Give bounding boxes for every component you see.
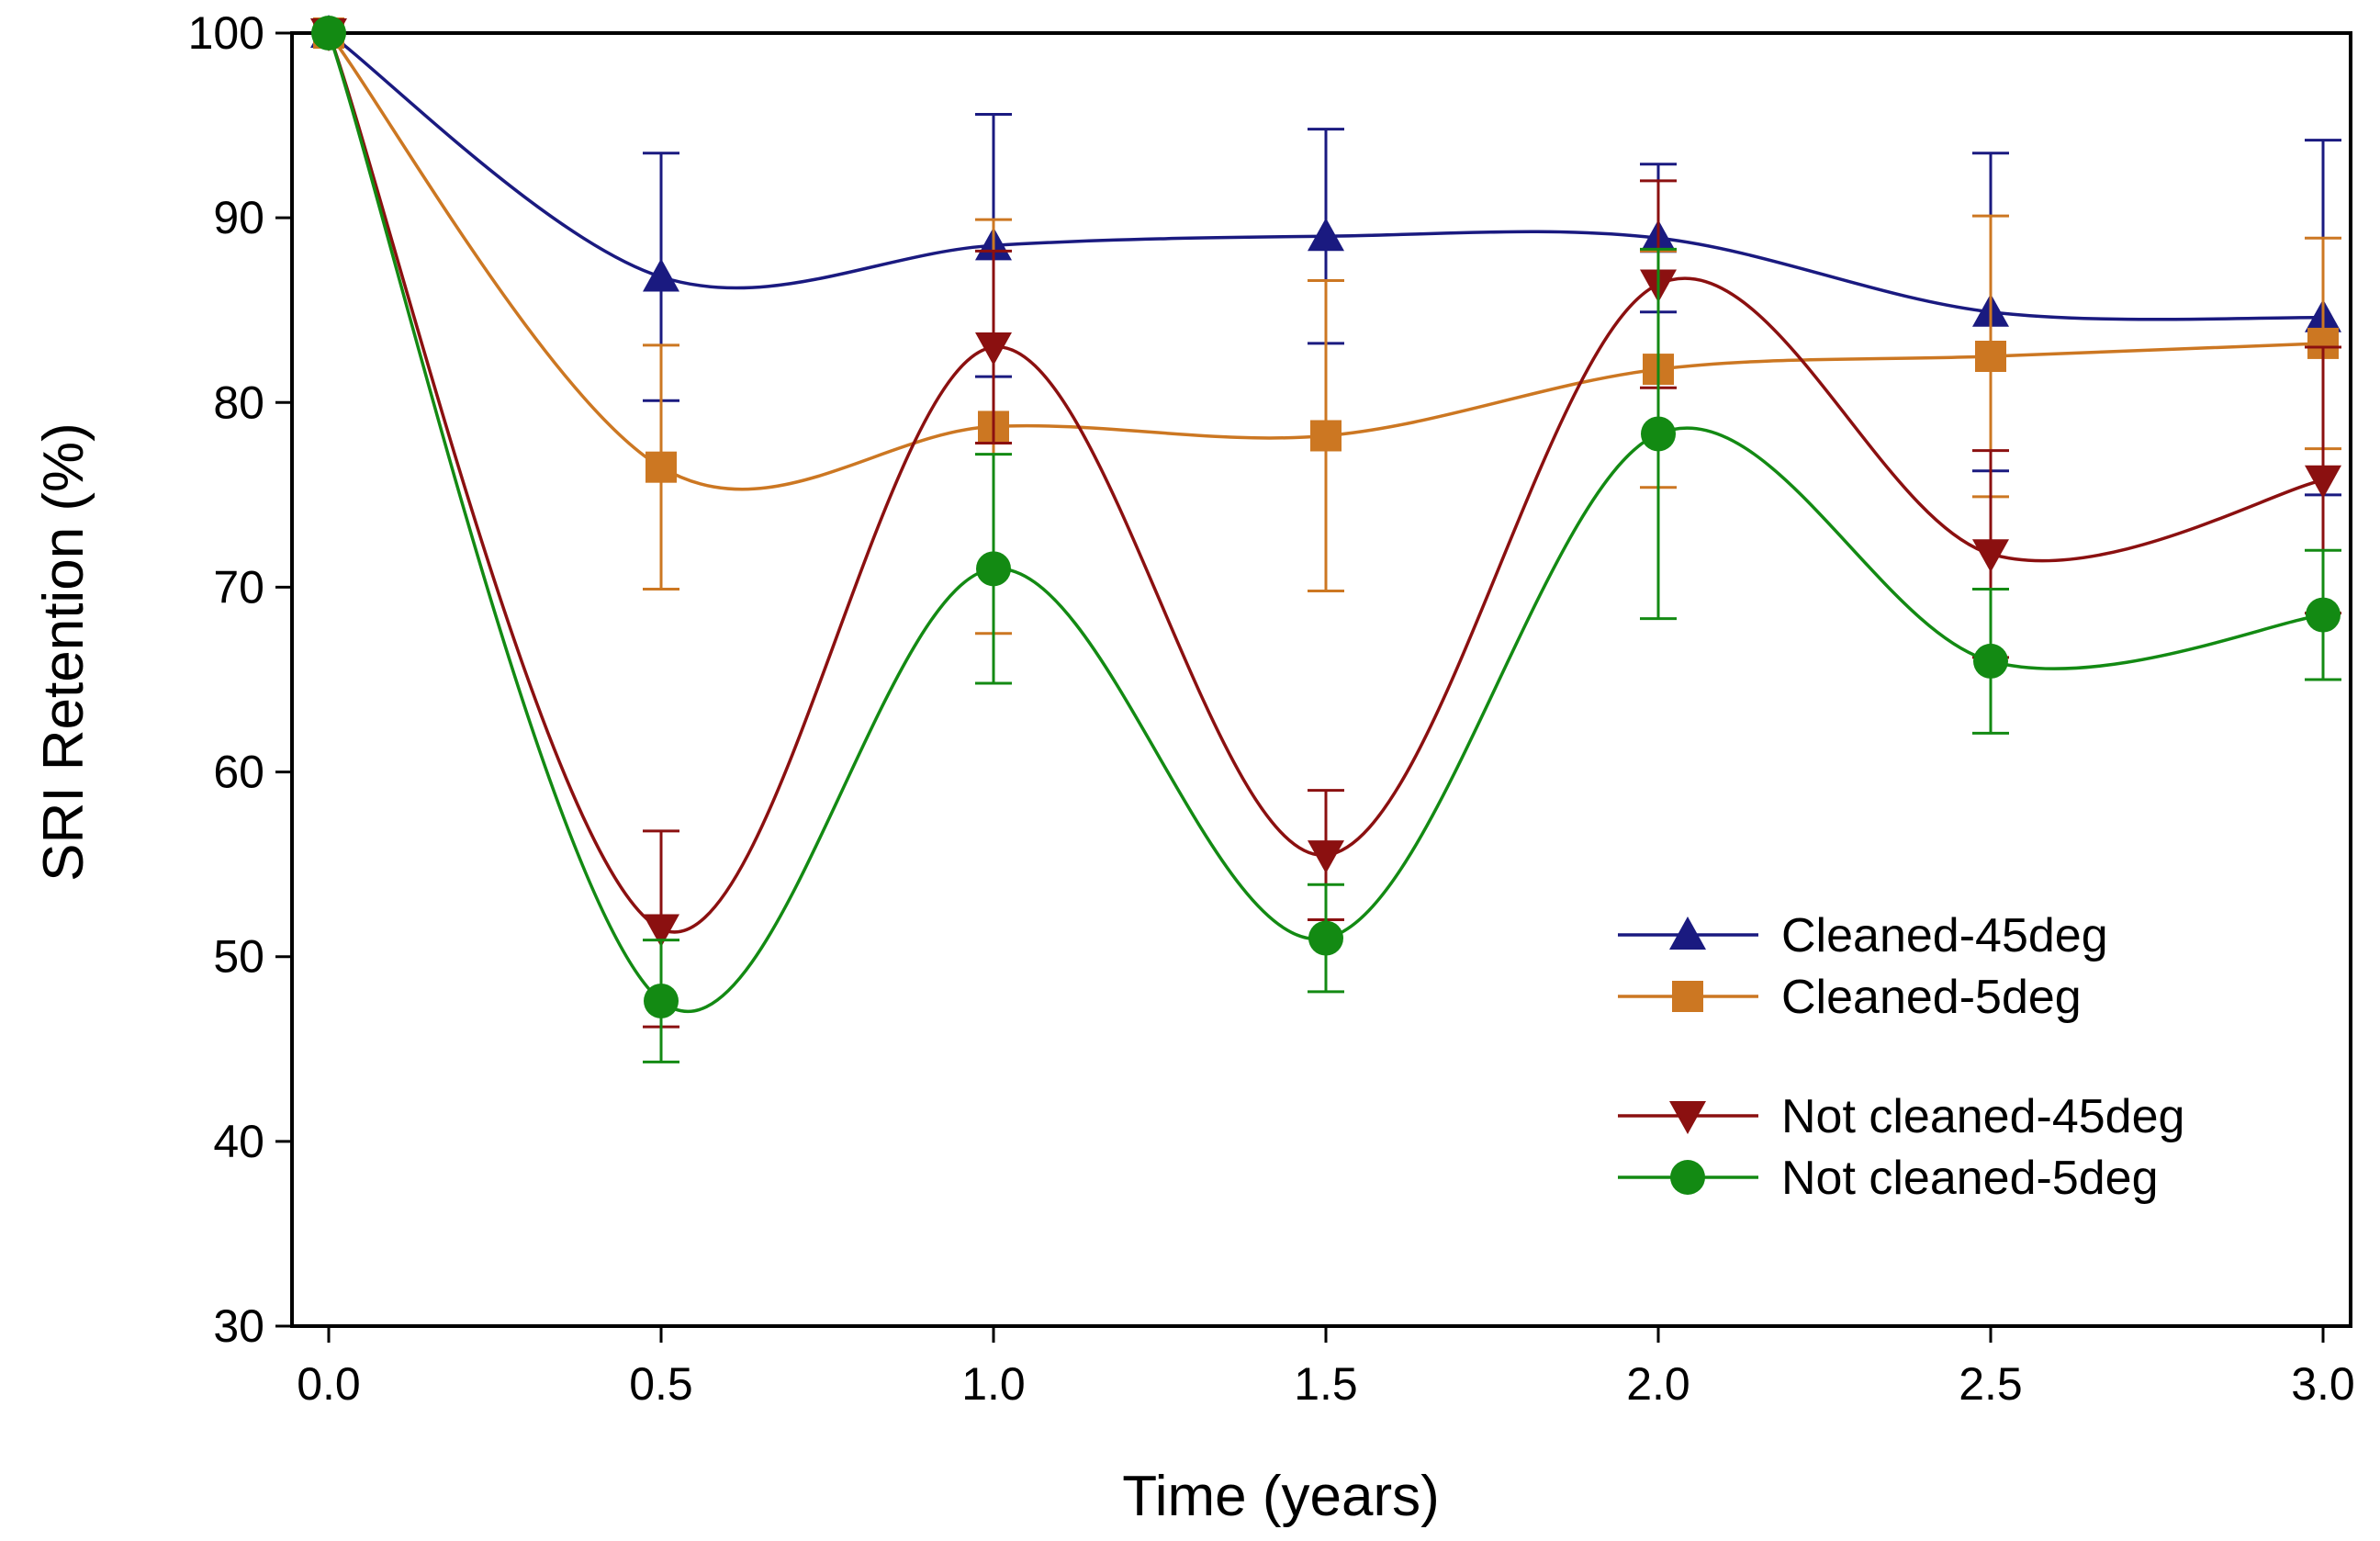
legend-marker xyxy=(1672,981,1703,1012)
y-tick-label: 40 xyxy=(213,1116,264,1167)
x-tick-label: 2.5 xyxy=(1959,1358,2023,1410)
data-point xyxy=(646,451,677,483)
x-tick-label: 3.0 xyxy=(2291,1358,2355,1410)
plot-frame xyxy=(290,31,2352,1328)
legend-item-not-cleaned-45deg: Not cleaned-45deg xyxy=(1618,1090,2184,1143)
series-layer xyxy=(310,15,2341,1063)
data-point xyxy=(1308,218,1344,252)
legend-label: Cleaned-45deg xyxy=(1781,909,2108,962)
data-point xyxy=(975,332,1012,366)
y-tick-label: 80 xyxy=(213,377,264,428)
y-tick-label: 50 xyxy=(213,931,264,983)
legend-label: Not cleaned-45deg xyxy=(1781,1090,2184,1143)
x-tick-label: 1.0 xyxy=(961,1358,1026,1410)
data-point xyxy=(976,551,1011,587)
data-point xyxy=(1973,643,2008,679)
series-line xyxy=(327,32,2324,934)
data-point xyxy=(643,914,679,948)
legend-item-cleaned-5deg: Cleaned-5deg xyxy=(1618,971,2082,1024)
x-axis-title: Time (years) xyxy=(1122,1465,1440,1528)
series-line xyxy=(327,32,2324,1013)
legend-item-cleaned-45deg: Cleaned-45deg xyxy=(1618,909,2108,962)
legend: Cleaned-45deg Cleaned-5deg Not cleaned-45d… xyxy=(1618,909,2184,1205)
data-point xyxy=(1972,539,2009,573)
data-point xyxy=(311,16,346,51)
y-axis-title: SRI Retention (%) xyxy=(32,422,95,882)
legend-item-not-cleaned-5deg: Not cleaned-5deg xyxy=(1618,1152,2159,1205)
data-point xyxy=(1308,920,1343,956)
data-point xyxy=(1975,341,2006,372)
data-point xyxy=(1310,420,1342,452)
data-point xyxy=(644,983,679,1018)
legend-label: Cleaned-5deg xyxy=(1781,971,2082,1024)
legend-marker xyxy=(1670,1160,1705,1195)
legend-marker xyxy=(1669,917,1706,950)
axis-ticks: 0.0 0.5 1.0 1.5 2.0 2.5 3.0 30 40 50 60 70 80 90 100 xyxy=(188,7,2355,1410)
y-tick-label: 90 xyxy=(213,192,264,243)
y-tick-label: 70 xyxy=(213,561,264,613)
series-not-cleaned-5deg xyxy=(311,16,2341,1063)
data-point xyxy=(643,258,679,292)
data-point xyxy=(1308,840,1344,874)
y-tick-label: 30 xyxy=(213,1300,264,1352)
x-tick-label: 1.5 xyxy=(1294,1358,1358,1410)
data-point xyxy=(2305,465,2341,499)
y-tick-label: 100 xyxy=(188,7,264,59)
data-point xyxy=(2306,597,2341,633)
data-point xyxy=(1641,416,1676,452)
y-tick-label: 60 xyxy=(213,747,264,798)
x-tick-label: 2.0 xyxy=(1626,1358,1690,1410)
x-tick-label: 0.5 xyxy=(629,1358,693,1410)
legend-marker xyxy=(1669,1101,1706,1134)
x-tick-label: 0.0 xyxy=(297,1358,361,1410)
legend-label: Not cleaned-5deg xyxy=(1781,1152,2159,1205)
series-cleaned-5deg xyxy=(313,17,2341,636)
